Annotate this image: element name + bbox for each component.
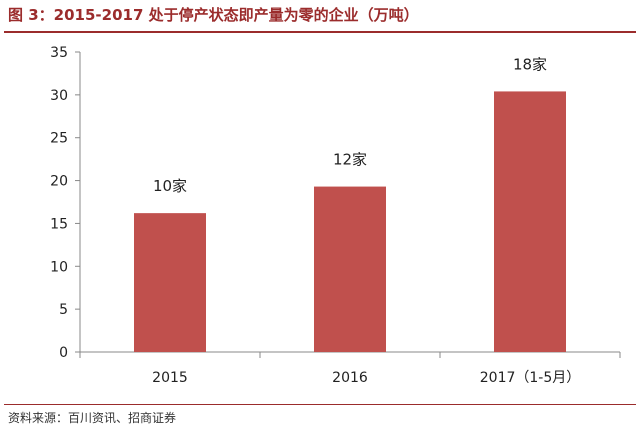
footer-divider	[4, 404, 636, 405]
y-tick-label: 20	[50, 174, 68, 190]
x-axis: 2015 2016 2017（1-5月）	[79, 351, 621, 386]
y-tick-label: 0	[59, 345, 68, 361]
y-tick-label: 30	[50, 88, 68, 104]
data-labels: 10家 12家 18家	[153, 55, 547, 195]
bar-2016	[314, 186, 386, 352]
y-tick-label: 5	[59, 302, 68, 318]
y-tick-label: 25	[50, 131, 68, 147]
bar-chart: 0 5 10 15 20 25 30 35 2015 2016 2017（1-5月） 10家 12家…	[50, 45, 621, 386]
data-label: 12家	[333, 151, 367, 169]
x-tick-label: 2016	[332, 370, 368, 386]
title-divider	[4, 31, 636, 33]
x-tick-label: 2015	[152, 370, 188, 386]
bars	[134, 91, 566, 352]
bar-2015	[134, 213, 206, 352]
x-tick-label: 2017（1-5月）	[480, 370, 581, 386]
y-tick-label: 35	[50, 45, 68, 61]
y-tick-label: 15	[50, 216, 68, 232]
data-label: 18家	[513, 55, 547, 73]
bar-2017（1-5月）	[494, 91, 566, 352]
data-label: 10家	[153, 177, 187, 195]
y-tick-label: 10	[50, 259, 68, 275]
y-axis: 0 5 10 15 20 25 30 35	[50, 45, 81, 361]
source-note: 资料来源：百川资讯、招商证券	[8, 411, 177, 425]
chart-title: 图 3：2015-2017 处于停产状态即产量为零的企业（万吨）	[8, 6, 419, 24]
